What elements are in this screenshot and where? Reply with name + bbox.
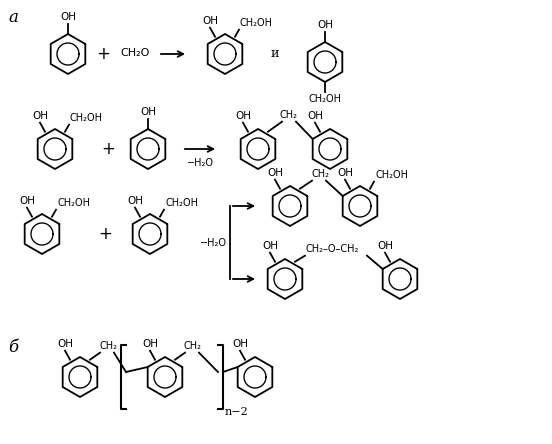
Text: OH: OH [377, 241, 393, 251]
Text: OH: OH [57, 339, 73, 349]
Text: CH₂O: CH₂O [120, 48, 150, 58]
Text: б: б [8, 339, 18, 356]
Text: OH: OH [202, 16, 218, 26]
Text: CH₂OH: CH₂OH [309, 94, 342, 104]
Text: CH₂OH: CH₂OH [165, 198, 198, 208]
Text: OH: OH [317, 20, 333, 30]
Text: CH₂: CH₂ [99, 341, 117, 351]
Text: OH: OH [267, 168, 283, 178]
Text: OH: OH [140, 107, 156, 117]
Text: OH: OH [19, 196, 35, 206]
Text: a: a [8, 9, 18, 26]
Text: CH₂OH: CH₂OH [57, 198, 90, 208]
Text: и: и [271, 48, 279, 60]
Text: OH: OH [262, 241, 278, 251]
Text: OH: OH [307, 111, 323, 121]
Text: OH: OH [235, 111, 251, 121]
Text: +: + [98, 225, 112, 243]
Text: −H₂O: −H₂O [187, 158, 214, 168]
Text: OH: OH [232, 339, 248, 349]
Text: OH: OH [337, 168, 353, 178]
Text: CH₂: CH₂ [184, 341, 202, 351]
Text: OH: OH [60, 12, 76, 22]
Text: n−2: n−2 [225, 407, 249, 417]
Text: OH: OH [142, 339, 158, 349]
Text: +: + [96, 45, 110, 63]
Text: +: + [101, 140, 115, 158]
Text: CH₂OH: CH₂OH [240, 18, 273, 28]
Text: CH₂–O–CH₂: CH₂–O–CH₂ [306, 244, 359, 254]
Text: OH: OH [127, 196, 143, 206]
Text: OH: OH [32, 111, 48, 121]
Text: CH₂: CH₂ [280, 110, 298, 120]
Text: CH₂OH: CH₂OH [375, 170, 408, 180]
Text: CH₂: CH₂ [311, 169, 329, 178]
Text: −H₂O: −H₂O [200, 238, 227, 247]
Text: CH₂OH: CH₂OH [70, 113, 103, 123]
